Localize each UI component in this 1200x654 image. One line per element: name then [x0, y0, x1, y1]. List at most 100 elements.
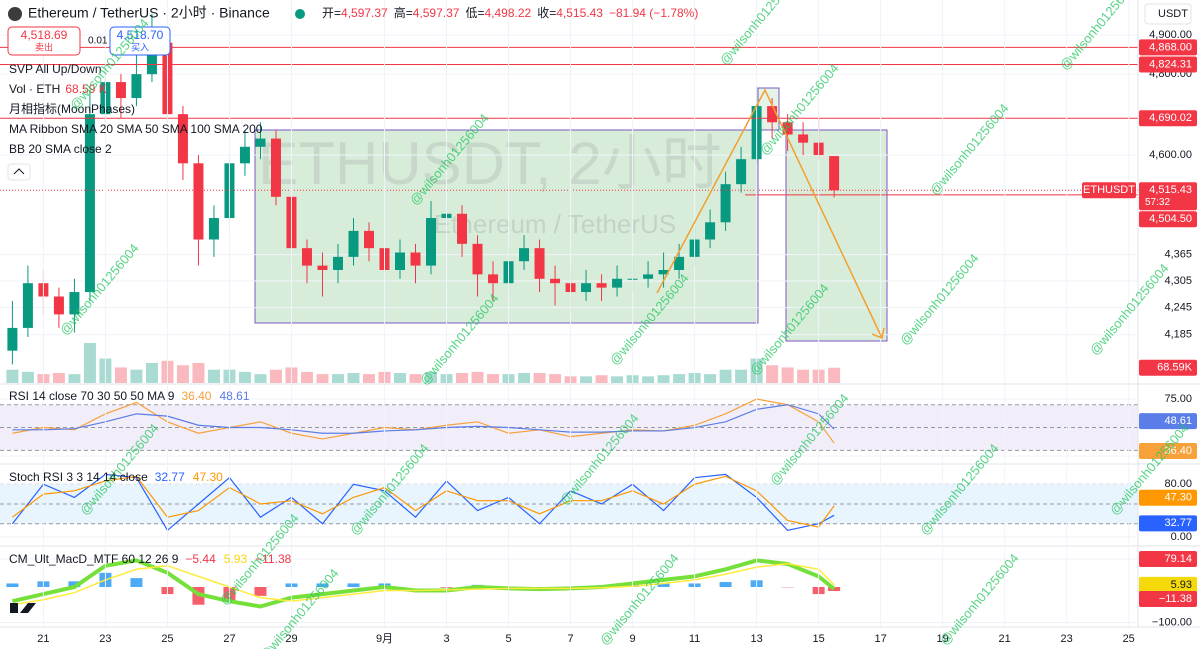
- candle-body: [597, 283, 607, 287]
- x-tick-label: 17: [875, 633, 887, 645]
- price-tag-label: 5.93: [1171, 579, 1192, 591]
- volume-bar: [6, 370, 18, 383]
- candle-body: [798, 134, 808, 142]
- price-tag-label: 4,690.02: [1149, 112, 1192, 124]
- x-tick-label: 9月: [376, 633, 393, 645]
- change: −81.94 (−1.78%): [609, 6, 698, 20]
- volume-bar: [735, 370, 747, 383]
- volume-bar: [720, 370, 732, 383]
- currency[interactable]: USDT: [1158, 8, 1188, 20]
- volume-bar: [596, 375, 608, 383]
- volume-bar: [580, 376, 592, 383]
- candle-body: [348, 231, 358, 257]
- volume-bar: [673, 374, 685, 383]
- x-tick-label: 3: [443, 633, 449, 645]
- volume-bar: [549, 374, 561, 383]
- volume-bar: [487, 374, 499, 383]
- candle-body: [395, 253, 405, 270]
- candle-body: [829, 156, 839, 190]
- ohlc-key: 高=: [394, 5, 413, 20]
- watermark-name: Ethereum / TetherUS: [434, 209, 676, 239]
- ohlc-value: 4,515.43: [556, 6, 603, 20]
- volume-bar: [658, 375, 670, 383]
- candle-body: [240, 147, 250, 164]
- ohlc-value: 4,597.37: [341, 6, 388, 20]
- candle-body: [302, 248, 312, 265]
- volume-bar: [68, 374, 80, 383]
- quantity[interactable]: 0.01: [88, 36, 108, 47]
- volume-bar: [363, 374, 375, 383]
- x-tick-label: 23: [99, 633, 111, 645]
- legend-value: 36.40: [181, 389, 211, 403]
- candle-body: [612, 279, 622, 288]
- volume-bar: [797, 370, 809, 383]
- legend-value: 5.93: [224, 552, 248, 566]
- histogram-bar: [6, 583, 18, 587]
- volume-bar: [611, 376, 623, 383]
- y-tick-label: 0.00: [1171, 531, 1192, 543]
- candle-body: [364, 231, 374, 248]
- candle-body: [116, 82, 126, 98]
- indicator-legend: SVP All Up/Down: [9, 62, 102, 76]
- y-tick-label: −100.00: [1152, 616, 1192, 628]
- candle-body: [193, 163, 203, 239]
- candle-body: [519, 248, 529, 261]
- volume-bar: [704, 374, 716, 383]
- volume-bar: [270, 370, 282, 383]
- volume-bar: [192, 363, 204, 383]
- candle-body: [23, 283, 33, 328]
- volume-bar: [456, 373, 468, 383]
- candle-body: [535, 248, 545, 279]
- candle-body: [209, 218, 219, 239]
- x-tick-label: 27: [223, 633, 235, 645]
- price-tag-label: 4,868.00: [1149, 41, 1192, 53]
- y-tick-label: 4,245: [1164, 302, 1192, 314]
- volume-bar: [22, 372, 34, 383]
- volume-bar: [472, 372, 484, 383]
- price-tag-label: 68.59K: [1157, 362, 1193, 374]
- volume-bar: [208, 370, 220, 383]
- ohlc-key: 开=: [322, 6, 341, 20]
- volume-bar: [332, 374, 344, 383]
- y-tick-label: 4,600.00: [1149, 149, 1192, 161]
- candle-body: [333, 257, 343, 270]
- x-tick-label: 9: [630, 633, 636, 645]
- price-tag-label: −11.38: [1159, 593, 1192, 605]
- indicator-legend: BB 20 SMA close 2: [9, 142, 112, 156]
- candle-body: [705, 222, 715, 239]
- candle-body: [426, 218, 436, 266]
- symbol-tag-label: ETHUSDT: [1083, 184, 1135, 196]
- x-tick-label: 21: [37, 633, 49, 645]
- sell-label[interactable]: 卖出: [35, 41, 53, 52]
- volume-bar: [766, 365, 778, 383]
- volume-bar: [316, 374, 328, 383]
- candle-body: [85, 114, 95, 292]
- volume-bar: [534, 373, 546, 383]
- volume-bar: [347, 373, 359, 383]
- x-tick-label: 25: [161, 633, 173, 645]
- y-tick-label: 4,900.00: [1149, 29, 1192, 41]
- y-tick-label: 80.00: [1164, 478, 1192, 490]
- y-tick-label: 75.00: [1164, 393, 1192, 405]
- ohlc-key: 低=: [465, 6, 484, 20]
- collapse-button[interactable]: [8, 164, 30, 180]
- volume-bar: [254, 374, 266, 383]
- x-tick-label: 13: [750, 633, 762, 645]
- volume-bar: [130, 370, 142, 383]
- x-tick-label: 21: [999, 633, 1011, 645]
- symbol-title: Ethereum / TetherUS · 2小时 · Binance: [28, 5, 270, 21]
- sell-price[interactable]: 4,518.69: [21, 28, 68, 42]
- legend-value: 48.61: [219, 389, 249, 403]
- price-tag-label: 79.14: [1164, 553, 1192, 565]
- pane-title: RSI 14 close 70 30 50 50 MA 9: [9, 389, 175, 403]
- legend-value: 47.30: [193, 470, 223, 484]
- volume-bar: [394, 373, 406, 383]
- price-tag-label: 4,824.31: [1149, 58, 1192, 70]
- pane-title: CM_Ult_MacD_MTF 60 12 26 9: [9, 552, 179, 566]
- volume-bar: [146, 363, 158, 383]
- countdown: 57:32: [1145, 197, 1170, 208]
